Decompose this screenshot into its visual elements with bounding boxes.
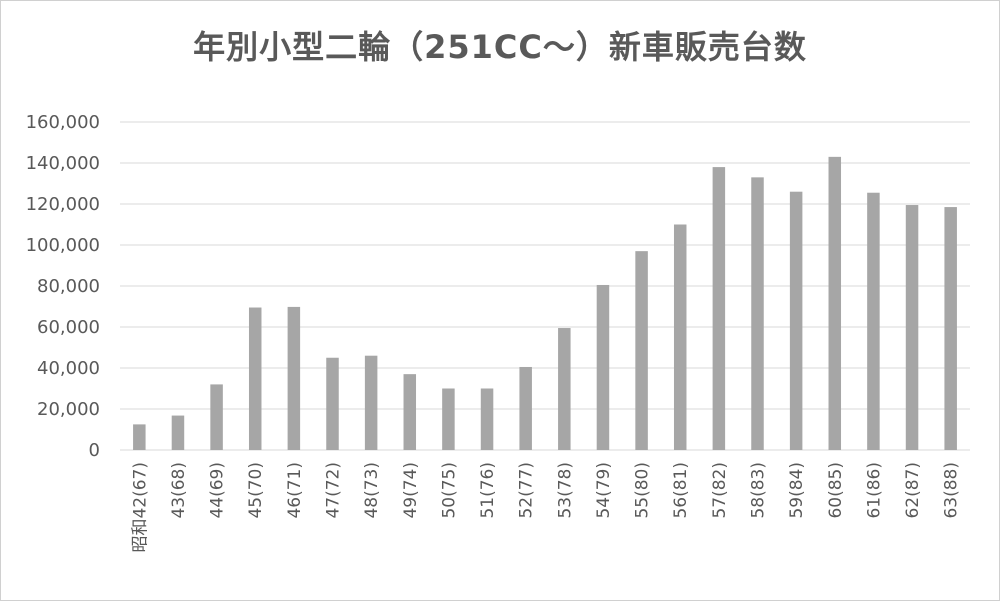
bar bbox=[519, 366, 532, 450]
x-category-label: 46(71) bbox=[285, 462, 305, 519]
bar bbox=[480, 388, 494, 450]
x-category-label: 57(82) bbox=[710, 462, 730, 519]
x-category-label: 49(74) bbox=[401, 462, 421, 519]
x-category-label: 56(81) bbox=[671, 462, 691, 519]
x-category-label: 61(86) bbox=[864, 462, 884, 519]
x-category-label: 62(87) bbox=[903, 462, 923, 519]
y-axis-ticks: 0 20,000 40,000 60,000 80,000 100,000 120,000 1… bbox=[26, 112, 100, 461]
y-tick-label: 20,000 bbox=[37, 399, 100, 420]
x-category-label: 53(78) bbox=[555, 462, 575, 519]
y-tick-label: 100,000 bbox=[26, 235, 100, 256]
y-tick-label: 80,000 bbox=[37, 276, 100, 297]
bar bbox=[673, 224, 687, 450]
bar bbox=[596, 284, 610, 450]
x-axis-categories: 昭和42(67) 43(68) 44(69) 45(70) 46(71) 47(72) 48… bbox=[130, 462, 961, 553]
x-category-label: 63(88) bbox=[942, 462, 962, 519]
x-category-label: 54(79) bbox=[594, 462, 614, 519]
x-category-label: 43(68) bbox=[169, 462, 189, 519]
bar bbox=[248, 307, 262, 450]
bar bbox=[905, 205, 919, 450]
bar bbox=[558, 328, 571, 450]
x-category-label: 60(85) bbox=[826, 462, 846, 519]
bar bbox=[171, 415, 185, 450]
x-category-label: 50(75) bbox=[439, 462, 459, 519]
chart-title: 年別小型二輪（251CC～）新車販売台数 bbox=[193, 28, 807, 66]
x-category-label: 47(72) bbox=[324, 462, 344, 519]
x-category-label: 48(73) bbox=[362, 462, 382, 519]
bar bbox=[635, 251, 648, 450]
x-category-label: 45(70) bbox=[246, 462, 266, 519]
bar bbox=[326, 357, 339, 450]
bar bbox=[751, 177, 764, 450]
x-category-label: 59(84) bbox=[787, 462, 807, 519]
bar bbox=[133, 424, 146, 450]
gridlines bbox=[120, 121, 970, 451]
x-category-label: 55(80) bbox=[633, 462, 653, 519]
y-tick-label: 120,000 bbox=[26, 194, 100, 215]
bar bbox=[789, 191, 803, 450]
y-tick-label: 60,000 bbox=[37, 317, 100, 338]
y-tick-label: 0 bbox=[89, 440, 100, 461]
bars bbox=[133, 156, 957, 450]
x-category-label: 44(69) bbox=[208, 462, 228, 519]
bar bbox=[944, 207, 957, 450]
y-tick-label: 40,000 bbox=[37, 358, 100, 379]
bar bbox=[210, 384, 223, 450]
bar bbox=[287, 306, 301, 450]
bar bbox=[828, 156, 842, 450]
bar bbox=[403, 374, 417, 450]
bar bbox=[442, 388, 455, 450]
y-tick-label: 160,000 bbox=[26, 112, 100, 133]
x-category-label: 51(76) bbox=[478, 462, 498, 519]
x-category-label: 昭和42(67) bbox=[130, 462, 150, 553]
bar bbox=[364, 355, 378, 450]
y-tick-label: 140,000 bbox=[26, 153, 100, 174]
x-category-label: 52(77) bbox=[517, 462, 537, 519]
bar bbox=[712, 167, 726, 450]
x-category-label: 58(83) bbox=[749, 462, 769, 519]
bar bbox=[867, 192, 880, 450]
